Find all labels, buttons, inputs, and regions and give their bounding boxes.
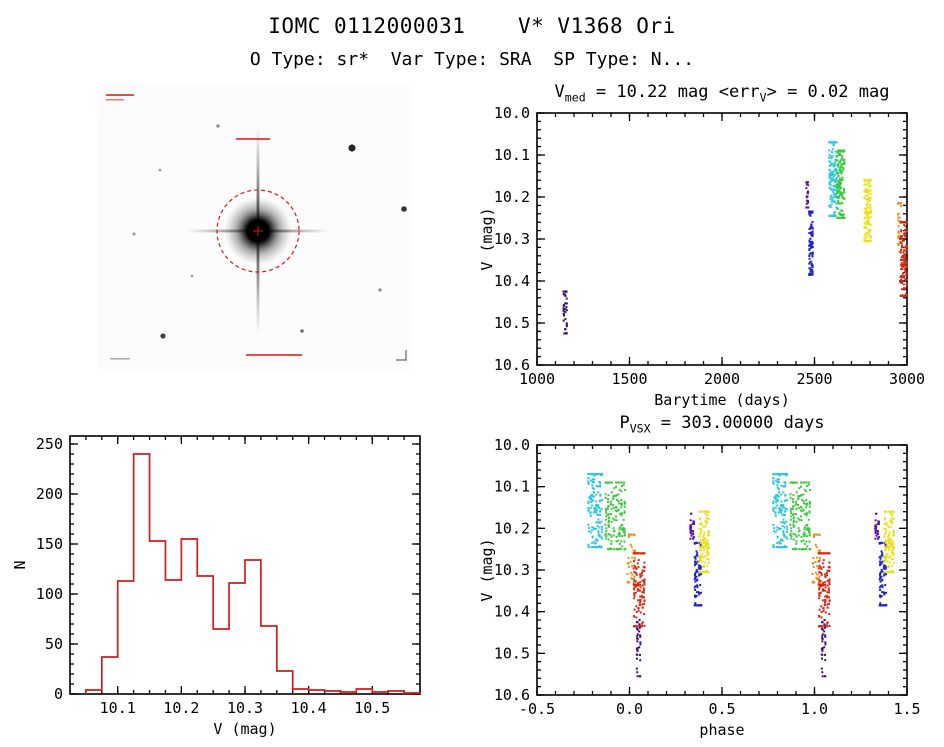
- x-tick-label: 10.4: [291, 699, 327, 717]
- field-star: [160, 333, 166, 339]
- y-tick-label: 10.1: [494, 146, 530, 164]
- cluster-epoch-2600: [828, 141, 838, 217]
- field-star: [132, 232, 136, 236]
- annotation-mark: [106, 99, 124, 101]
- title-text: = 303.00000 days: [650, 413, 825, 433]
- y-tick-label: 100: [36, 585, 63, 603]
- cluster-yellow: [698, 510, 895, 574]
- cluster-red: [632, 552, 831, 628]
- phase-folded-chart: -0.5 0.0 0.5 1.0 1.5 10.0 10.1 10.2 10.3 10.4 10.5…: [478, 436, 921, 739]
- title-subscript: V: [759, 90, 767, 105]
- y-axis-label: N: [11, 560, 29, 569]
- field-star: [190, 274, 194, 278]
- title-subscript: VSX: [629, 421, 651, 436]
- y-tick-label: 10.2: [494, 519, 530, 537]
- y-tick-label: 10.0: [494, 104, 530, 122]
- y-tick-label: 10.2: [494, 188, 530, 206]
- title-text: > = 0.02 mag: [766, 82, 890, 102]
- y-tick-label: 150: [36, 535, 63, 553]
- x-tick-label: 1.0: [801, 700, 828, 718]
- title-text: P: [619, 413, 630, 433]
- y-tick-label: 10.5: [494, 314, 530, 332]
- x-tick-label: 10.1: [100, 699, 136, 717]
- field-star: [348, 144, 356, 152]
- y-tick-label: 250: [36, 435, 63, 453]
- cluster-blue: [693, 541, 888, 607]
- cluster-cyan: [587, 473, 789, 549]
- field-star: [300, 329, 304, 333]
- x-axis-label: Barytime (days): [654, 391, 789, 409]
- lightcurve-chart: 1000 1500 2000 2500 3000 10.0 10.1 10.2 10.3 10.4…: [478, 104, 925, 409]
- y-tick-label: 10.6: [494, 686, 530, 704]
- cluster-epoch-2480: [808, 210, 814, 276]
- cluster-epoch-2640: [836, 149, 846, 219]
- field-star: [378, 288, 382, 292]
- y-tick-label: 10.3: [494, 561, 530, 579]
- y-tick-label: 200: [36, 485, 63, 503]
- y-axis-label: V (mag): [478, 538, 496, 601]
- page-subtitle: O Type: sr* Var Type: SRA SP Type: N...: [249, 49, 695, 70]
- page-title: IOMC 0112000031 V* V1368 Ori: [268, 14, 676, 38]
- cluster-green: [604, 481, 812, 551]
- y-tick-label: 10.4: [494, 272, 530, 290]
- title-subscript: med: [564, 90, 586, 105]
- x-axis-label: V (mag): [213, 720, 276, 738]
- cluster-epoch-2985: [899, 221, 908, 297]
- y-tick-label: 10.0: [494, 436, 530, 454]
- y-tick-label: 10.3: [494, 230, 530, 248]
- histogram-outline: [85, 453, 421, 694]
- cluster-orange: [626, 533, 821, 584]
- x-tick-label: 3000: [889, 370, 925, 388]
- cluster-epoch-1150: [562, 290, 568, 335]
- x-tick-label: 1000: [519, 370, 555, 388]
- y-tick-label: 10.5: [494, 644, 530, 662]
- cluster-dark-violet: [635, 619, 827, 678]
- cluster-epoch-2460: [805, 181, 810, 209]
- y-tick-label: 10.1: [494, 478, 530, 496]
- field-star: [158, 168, 162, 172]
- field-star: [401, 206, 407, 212]
- title-text: V: [554, 82, 565, 102]
- x-tick-label: 0.0: [616, 700, 643, 718]
- axis-box: [536, 112, 908, 366]
- annotation-mark: [246, 354, 302, 356]
- x-tick-label: 1.5: [893, 700, 920, 718]
- x-tick-label: 1500: [611, 370, 647, 388]
- lightcurve-title: Vmed = 10.22 mag <errV> = 0.02 mag: [502, 82, 942, 104]
- x-tick-label: 10.2: [163, 699, 199, 717]
- x-tick-label: -0.5: [519, 700, 555, 718]
- phase-title: PVSX = 303.00000 days: [502, 413, 942, 435]
- corner-mark: [396, 350, 407, 361]
- finder-chart-image: [98, 84, 412, 370]
- aperture-circle: [216, 189, 300, 273]
- cluster-epoch-2780: [863, 179, 872, 243]
- y-tick-label: 10.4: [494, 603, 530, 621]
- x-tick-label: 10.3: [227, 699, 263, 717]
- magnitude-histogram-chart: 10.1 10.2 10.3 10.4 10.5 0 50 100 150 200 250 V (ma…: [11, 435, 421, 738]
- title-text: = 10.22 mag <err: [585, 82, 760, 102]
- x-tick-label: 2000: [704, 370, 740, 388]
- x-axis-label: phase: [699, 721, 744, 739]
- annotation-mark: [110, 358, 130, 360]
- y-tick-label: 0: [54, 685, 63, 703]
- y-axis-label: V (mag): [478, 207, 496, 270]
- annotation-mark: [106, 94, 134, 96]
- x-tick-label: 10.5: [354, 699, 390, 717]
- y-tick-label: 10.6: [494, 356, 530, 374]
- annotation-mark: [236, 138, 270, 140]
- x-tick-label: 0.5: [708, 700, 735, 718]
- field-star: [216, 124, 220, 128]
- cluster-violet: [689, 512, 881, 540]
- x-tick-label: 2500: [796, 370, 832, 388]
- y-tick-label: 50: [45, 635, 63, 653]
